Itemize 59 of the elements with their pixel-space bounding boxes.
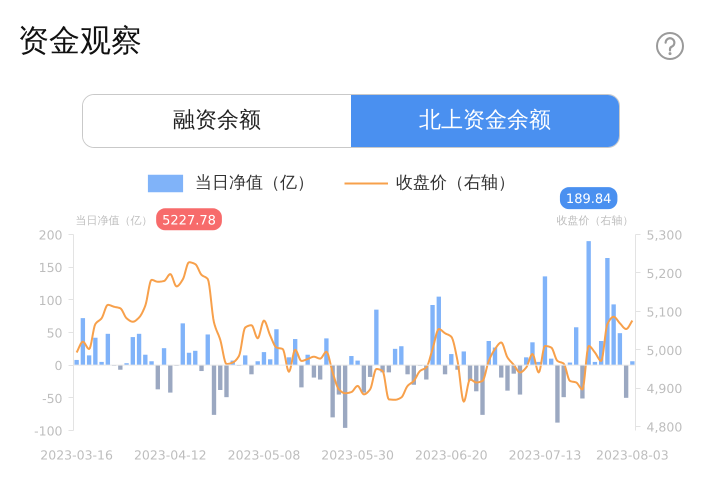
bar [318,365,322,380]
bar [218,365,222,390]
bar [362,365,366,393]
bar [574,327,578,366]
bar [436,296,441,366]
bar [180,323,185,366]
bar [442,365,448,374]
bar [562,365,566,398]
bar [212,365,216,415]
bar [156,365,160,390]
bar [555,365,560,423]
bar [168,365,172,393]
bar [368,365,372,377]
bar [549,358,554,366]
bar [312,365,316,378]
y-tick-label: -100 [34,424,63,438]
chart-subtitle: 北上资金余额 [351,95,619,147]
bar [462,351,466,366]
x-tick-label: 2023-05-30 [321,448,394,462]
y2-tick-label: 5,100 [646,304,682,320]
bar [299,365,304,388]
legend-label: 当日净值（亿） [195,172,314,194]
y2-axis-title: 收盘价（右轴） [556,214,634,227]
y2-tick-label: 5,200 [646,266,682,281]
bar [624,365,628,398]
x-tick-label: 2023-04-12 [134,448,207,462]
bar [249,365,254,374]
y-tick-label: 150 [38,260,63,276]
y2-tick-label: 5,000 [646,342,682,358]
y2-tick-label: 4,900 [646,381,682,396]
legend-label: 收盘价（右轴） [396,172,515,194]
y-tick-label: 100 [38,292,63,308]
y-tick-label: 200 [38,228,63,242]
y2-tick-label: 4,800 [646,420,682,435]
x-tick-label: 2023-05-08 [228,448,300,462]
data-label: 5227.78 [162,213,216,228]
chart-title: 资金观察 [18,22,142,61]
x-tick-label: 2023-06-20 [414,448,488,462]
bar [499,365,504,378]
y-tick-label: 0 [54,358,63,374]
bar [449,354,454,366]
bar [206,334,210,366]
y-axis-title: 当日净值（亿） [76,214,152,227]
y2-tick-label: 5,300 [646,228,682,242]
bar [374,310,379,366]
bar [349,356,354,366]
x-tick-label: 2023-03-16 [40,448,113,462]
text: 融资余额 [83,95,351,147]
bar [355,360,360,366]
bar [224,365,229,398]
y-tick-label: -50 [42,390,63,406]
bar [243,355,248,366]
bar [193,350,198,366]
data-label: 189.84 [566,192,612,208]
bar [505,365,510,391]
bar [342,365,348,428]
x-tick-label: 2023-08-03 [596,448,669,462]
y-tick-label: 50 [46,326,63,340]
x-tick-label: 2023-07-13 [508,448,582,462]
